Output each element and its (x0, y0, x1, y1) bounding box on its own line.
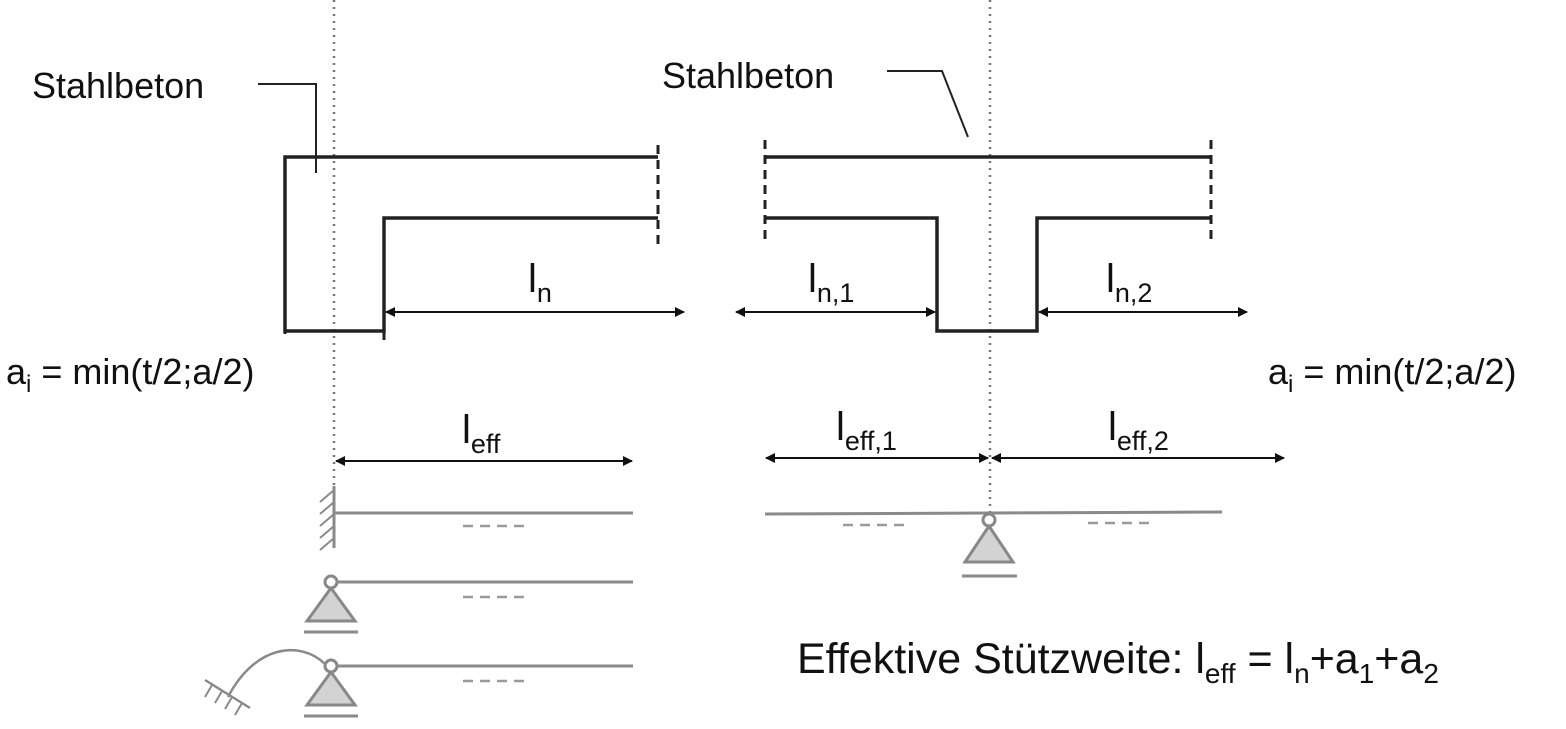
right-material-leader (887, 70, 969, 138)
left-material-label: Stahlbeton (32, 65, 204, 106)
roller-support-icon (962, 512, 1017, 578)
ln-label: ln (528, 257, 552, 308)
left-beam-section (283, 145, 660, 343)
fixed-support-icon (319, 486, 336, 551)
leff2-label: leff,2 (1108, 405, 1169, 456)
rotational-spring-support-icon (204, 649, 358, 718)
ln2-label: ln,2 (1106, 257, 1152, 308)
support-width-formula-right: ai = min(t/2;a/2) (1268, 351, 1516, 398)
pinned-support-icon (304, 574, 358, 634)
right-material-label: Stahlbeton (662, 55, 834, 96)
right-beam-section (763, 140, 1213, 333)
ln1-label: ln,1 (808, 257, 854, 308)
leff-label: leff (462, 408, 501, 459)
static-beam-continuous (764, 510, 1223, 516)
support-width-formula-left: ai = min(t/2;a/2) (6, 351, 254, 398)
leff1-label: leff,1 (836, 405, 897, 456)
effective-span-formula: Effektive Stützweite: leff = ln+a1+a2 (797, 635, 1439, 689)
left-material-leader (258, 83, 317, 173)
